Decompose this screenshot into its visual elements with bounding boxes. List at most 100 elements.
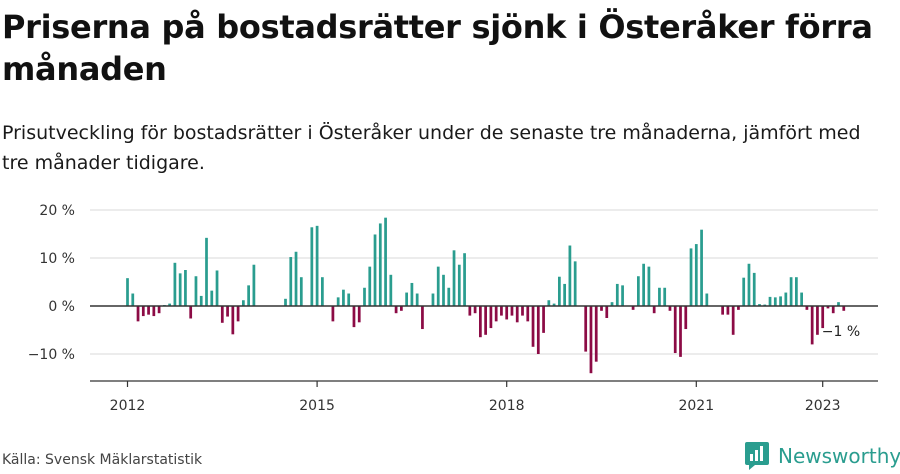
bar (742, 277, 746, 306)
x-tick-label: 2023 (805, 398, 841, 414)
bar (689, 248, 693, 306)
bar (220, 306, 224, 323)
bar (231, 306, 235, 335)
bar (552, 303, 556, 306)
bar (479, 306, 482, 338)
bar (752, 272, 756, 306)
bar (400, 306, 403, 311)
bar (842, 306, 846, 311)
bar (194, 276, 198, 306)
bar (415, 293, 419, 306)
bar (763, 304, 767, 306)
bar (789, 277, 793, 306)
page-title: Priserna på bostadsrätter sjönk i Österå… (2, 8, 873, 88)
bar (205, 237, 208, 306)
bar (773, 297, 777, 306)
brand-logo[interactable]: Newsworthy (744, 440, 900, 472)
bar (510, 306, 514, 316)
bar (447, 287, 451, 306)
bar (768, 296, 772, 306)
bar (531, 306, 535, 347)
bar (521, 306, 524, 316)
bar (536, 306, 540, 354)
grid-layer (90, 209, 878, 355)
y-tick-label: −10 % (28, 347, 75, 363)
bar (642, 263, 645, 306)
bar (663, 287, 667, 306)
bar (473, 306, 477, 314)
bar (810, 306, 814, 345)
bar (600, 306, 603, 311)
brand-name: Newsworthy (778, 444, 900, 468)
source-note: Källa: Svensk Mäklarstatistik (2, 452, 203, 468)
bar (389, 274, 393, 306)
bar (784, 292, 788, 306)
bar (484, 306, 487, 335)
bar (384, 217, 387, 306)
bar (615, 283, 619, 306)
bar (758, 304, 761, 306)
axis-layer (90, 305, 878, 387)
bar (705, 293, 709, 306)
bar (363, 287, 366, 306)
bar (157, 306, 161, 314)
bar (694, 244, 698, 306)
bar (494, 306, 498, 322)
bar (821, 306, 825, 329)
bar (131, 293, 135, 306)
bar (336, 297, 340, 306)
bar (573, 261, 577, 306)
bar (178, 273, 182, 306)
bar (394, 306, 398, 314)
bar (500, 306, 503, 316)
bar (637, 276, 640, 306)
bar (831, 306, 835, 314)
page-subtitle: Prisutveckling för bostadsrätter i Öster… (2, 122, 861, 174)
bar (568, 245, 572, 306)
bar (652, 306, 656, 314)
bar (684, 306, 688, 330)
bar (700, 229, 703, 306)
bar (410, 282, 414, 306)
bar (452, 250, 456, 306)
y-tick-label: 10 % (39, 251, 75, 267)
bar (294, 251, 298, 306)
bar (837, 302, 840, 306)
bar (737, 306, 740, 310)
bar (800, 292, 803, 306)
bar (563, 283, 566, 306)
bar (189, 306, 193, 319)
bar (442, 274, 445, 306)
bar (378, 223, 382, 306)
x-tick-label: 2018 (489, 398, 525, 414)
bar (526, 306, 530, 322)
bar (331, 306, 335, 322)
bar (542, 306, 545, 333)
bar (610, 302, 614, 306)
bar (673, 306, 677, 354)
bar (357, 306, 361, 323)
bar (405, 292, 408, 306)
bar (173, 262, 177, 306)
bar (242, 300, 245, 306)
bar (805, 306, 809, 310)
bar (310, 227, 314, 306)
bar (621, 285, 624, 306)
bar (321, 277, 324, 306)
bar (558, 276, 561, 306)
bar (515, 306, 519, 323)
bar (184, 270, 187, 306)
bar (315, 225, 319, 306)
bar (431, 293, 435, 306)
x-tick-label: 2012 (110, 398, 146, 414)
bar (352, 306, 356, 328)
y-tick-label: 0 % (48, 299, 75, 315)
bar (731, 306, 735, 335)
bar (721, 306, 724, 315)
x-tick-label: 2021 (678, 398, 714, 414)
bar (816, 306, 819, 335)
bar (226, 306, 229, 317)
newsworthy-logo-icon (745, 442, 769, 470)
bar (647, 266, 651, 306)
